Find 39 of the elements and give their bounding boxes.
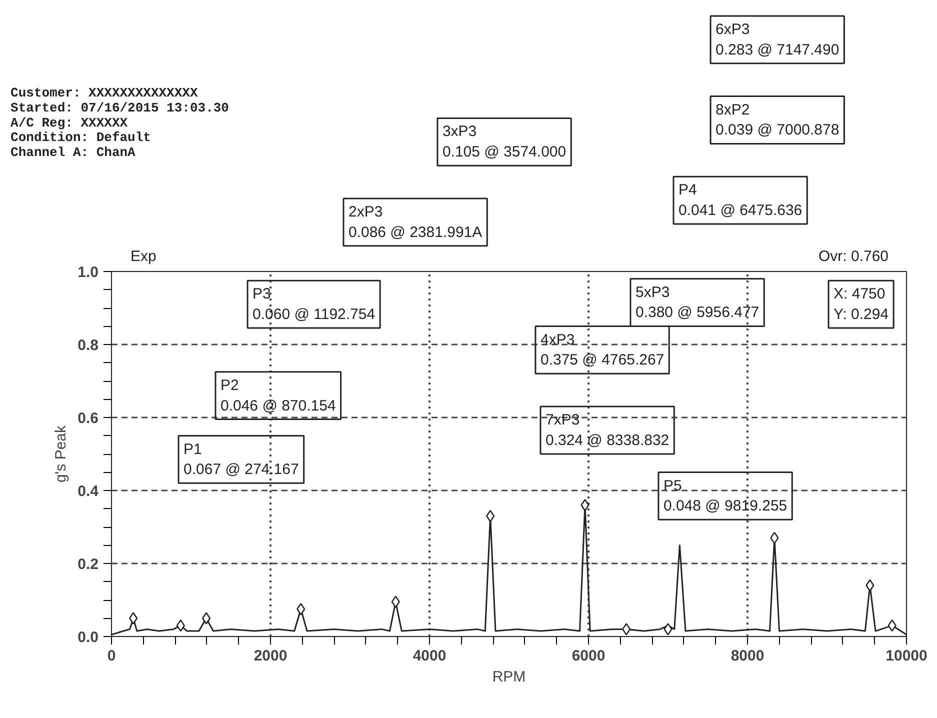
annotation: P1 0.067 @ 274.167	[184, 440, 299, 478]
annotation: X: 4750 Y: 0.294	[834, 286, 889, 324]
x-axis-title: RPM	[492, 668, 526, 686]
annotation: 7xP3 0.324 @ 8338.832	[545, 412, 670, 449]
annotation: P2 0.046 @ 870.154	[220, 376, 336, 414]
point	[622, 623, 631, 636]
text: Condition: Default	[10, 130, 151, 146]
y-tick-label: 1.0	[78, 264, 99, 281]
annotation: 5xP3 0.380 @ 5956.477	[635, 284, 760, 322]
text: A/C Reg: XXXXXX	[10, 115, 128, 130]
text: P4 0.041 @ 6475.636	[678, 182, 802, 219]
x-tick-label: 10000	[886, 648, 928, 664]
text: 8xP2 0.039 @ 7000.878	[716, 101, 840, 139]
y-tick-label: 0.0	[78, 629, 99, 646]
annotation: 4xP3 0.375 @ 4765.267	[540, 331, 664, 369]
x-tick-label: 4000	[412, 648, 446, 664]
y-tick-label: 0.4	[78, 483, 100, 500]
annotation: P5 0.048 @ 9819.255	[663, 477, 788, 515]
y-tick-label: 0.2	[78, 556, 99, 573]
text: Started: 07/16/2015 13:03.30	[10, 100, 230, 116]
text: Customer: XXXXXXXXXXXXXX	[10, 85, 198, 100]
point	[664, 623, 672, 636]
x-tick-label: 8000	[730, 648, 764, 664]
point	[202, 612, 211, 624]
x-tick-label: 6000	[572, 648, 606, 664]
point	[128, 612, 138, 624]
text: 3xP3 0.105 @ 3574.000	[442, 123, 566, 161]
y-tick-label: 0.8	[78, 337, 99, 354]
text: Exp	[130, 248, 156, 265]
text: Ovr: 0.760	[818, 248, 889, 265]
point	[391, 596, 400, 608]
annotation: P3 0.060 @ 1192.754	[252, 286, 376, 324]
y-axis-title: g's Peak	[52, 424, 70, 483]
x-tick-label: 2000	[254, 648, 288, 664]
y-tick-label: 0.6	[78, 410, 99, 427]
text: 2xP3 0.086 @ 2381.991A	[348, 204, 482, 241]
text: 6xP3 0.283 @ 7147.490	[716, 21, 840, 58]
x-tick-label: 0	[107, 648, 116, 664]
text: Channel A: ChanA	[10, 145, 136, 160]
